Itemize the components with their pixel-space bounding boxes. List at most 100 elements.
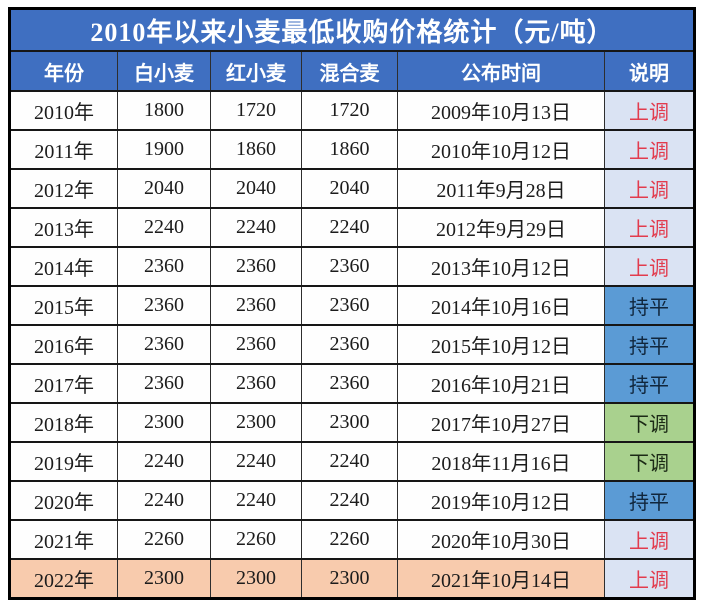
red-wheat-cell: 2240 bbox=[210, 480, 302, 520]
white-wheat-cell: 2360 bbox=[117, 246, 211, 286]
mixed-wheat-cell: 2240 bbox=[301, 480, 398, 520]
white-wheat-cell: 2360 bbox=[117, 363, 211, 403]
note-cell: 上调 bbox=[603, 558, 695, 599]
mixed-wheat-cell: 2260 bbox=[301, 519, 398, 559]
publish-date-cell: 2016年10月21日 bbox=[397, 363, 605, 403]
column-header-white-wheat: 白小麦 bbox=[117, 50, 211, 91]
white-wheat-cell: 2040 bbox=[117, 168, 211, 208]
publish-date-cell: 2017年10月27日 bbox=[397, 402, 605, 442]
table-row: 2012年 2040 2040 2040 2011年9月28日 上调 bbox=[9, 168, 695, 208]
red-wheat-cell: 2360 bbox=[210, 363, 302, 403]
year-cell: 2010年 bbox=[9, 90, 118, 130]
publish-date-cell: 2021年10月14日 bbox=[397, 558, 605, 599]
mixed-wheat-cell: 2240 bbox=[301, 441, 398, 481]
year-cell: 2017年 bbox=[9, 363, 118, 403]
white-wheat-cell: 1900 bbox=[117, 129, 211, 169]
year-cell: 2012年 bbox=[9, 168, 118, 208]
year-cell: 2022年 bbox=[9, 558, 118, 599]
mixed-wheat-cell: 2040 bbox=[301, 168, 398, 208]
red-wheat-cell: 2040 bbox=[210, 168, 302, 208]
column-header-red-wheat: 红小麦 bbox=[210, 50, 302, 91]
red-wheat-cell: 2300 bbox=[210, 558, 302, 599]
note-cell: 下调 bbox=[603, 441, 695, 481]
mixed-wheat-cell: 1860 bbox=[301, 129, 398, 169]
table-row: 2013年 2240 2240 2240 2012年9月29日 上调 bbox=[9, 207, 695, 247]
white-wheat-cell: 2360 bbox=[117, 285, 211, 325]
mixed-wheat-cell: 1720 bbox=[301, 90, 398, 130]
red-wheat-cell: 2240 bbox=[210, 207, 302, 247]
table-row: 2022年 2300 2300 2300 2021年10月14日 上调 bbox=[9, 558, 695, 599]
publish-date-cell: 2010年10月12日 bbox=[397, 129, 605, 169]
white-wheat-cell: 2260 bbox=[117, 519, 211, 559]
year-cell: 2014年 bbox=[9, 246, 118, 286]
year-cell: 2018年 bbox=[9, 402, 118, 442]
column-header-note: 说明 bbox=[603, 50, 695, 91]
year-cell: 2013年 bbox=[9, 207, 118, 247]
note-cell: 上调 bbox=[603, 207, 695, 247]
red-wheat-cell: 2360 bbox=[210, 285, 302, 325]
red-wheat-cell: 2260 bbox=[210, 519, 302, 559]
mixed-wheat-cell: 2240 bbox=[301, 207, 398, 247]
white-wheat-cell: 2240 bbox=[117, 441, 211, 481]
table-row: 2017年 2360 2360 2360 2016年10月21日 持平 bbox=[9, 363, 695, 403]
mixed-wheat-cell: 2300 bbox=[301, 402, 398, 442]
note-cell: 持平 bbox=[603, 363, 695, 403]
price-statistics-table: 2010年以来小麦最低收购价格统计（元/吨） 年份 白小麦 红小麦 混合麦 公布… bbox=[8, 7, 697, 600]
table-row: 2020年 2240 2240 2240 2019年10月12日 持平 bbox=[9, 480, 695, 520]
white-wheat-cell: 2240 bbox=[117, 480, 211, 520]
red-wheat-cell: 1860 bbox=[210, 129, 302, 169]
publish-date-cell: 2011年9月28日 bbox=[397, 168, 605, 208]
note-cell: 上调 bbox=[603, 168, 695, 208]
year-cell: 2015年 bbox=[9, 285, 118, 325]
note-cell: 下调 bbox=[603, 402, 695, 442]
year-cell: 2020年 bbox=[9, 480, 118, 520]
red-wheat-cell: 2360 bbox=[210, 246, 302, 286]
publish-date-cell: 2014年10月16日 bbox=[397, 285, 605, 325]
publish-date-cell: 2019年10月12日 bbox=[397, 480, 605, 520]
publish-date-cell: 2009年10月13日 bbox=[397, 90, 605, 130]
table-title-row: 2010年以来小麦最低收购价格统计（元/吨） bbox=[8, 7, 695, 51]
note-cell: 上调 bbox=[603, 519, 695, 559]
column-header-mixed-wheat: 混合麦 bbox=[301, 50, 398, 91]
table-row: 2014年 2360 2360 2360 2013年10月12日 上调 bbox=[9, 246, 695, 286]
mixed-wheat-cell: 2300 bbox=[301, 558, 398, 599]
table-row: 2015年 2360 2360 2360 2014年10月16日 持平 bbox=[9, 285, 695, 325]
year-cell: 2016年 bbox=[9, 324, 118, 364]
mixed-wheat-cell: 2360 bbox=[301, 246, 398, 286]
red-wheat-cell: 2240 bbox=[210, 441, 302, 481]
wheat-price-table: 2010年以来小麦最低收购价格统计（元/吨） 年份 白小麦 红小麦 混合麦 公布… bbox=[8, 7, 697, 600]
mixed-wheat-cell: 2360 bbox=[301, 324, 398, 364]
year-cell: 2021年 bbox=[9, 519, 118, 559]
table-body: 2010年 1800 1720 1720 2009年10月13日 上调 2011… bbox=[9, 90, 695, 599]
table-row: 2011年 1900 1860 1860 2010年10月12日 上调 bbox=[9, 129, 695, 169]
publish-date-cell: 2012年9月29日 bbox=[397, 207, 605, 247]
white-wheat-cell: 2300 bbox=[117, 558, 211, 599]
table-row: 2021年 2260 2260 2260 2020年10月30日 上调 bbox=[9, 519, 695, 559]
table-row: 2010年 1800 1720 1720 2009年10月13日 上调 bbox=[9, 90, 695, 130]
note-cell: 持平 bbox=[603, 285, 695, 325]
note-cell: 持平 bbox=[603, 324, 695, 364]
white-wheat-cell: 2300 bbox=[117, 402, 211, 442]
note-cell: 上调 bbox=[603, 90, 695, 130]
column-header-publish-date: 公布时间 bbox=[397, 50, 605, 91]
publish-date-cell: 2013年10月12日 bbox=[397, 246, 605, 286]
mixed-wheat-cell: 2360 bbox=[301, 285, 398, 325]
table-title: 2010年以来小麦最低收购价格统计（元/吨） bbox=[8, 7, 695, 51]
publish-date-cell: 2018年11月16日 bbox=[397, 441, 605, 481]
note-cell: 持平 bbox=[603, 480, 695, 520]
white-wheat-cell: 2360 bbox=[117, 324, 211, 364]
red-wheat-cell: 1720 bbox=[210, 90, 302, 130]
publish-date-cell: 2020年10月30日 bbox=[397, 519, 605, 559]
year-cell: 2019年 bbox=[9, 441, 118, 481]
publish-date-cell: 2015年10月12日 bbox=[397, 324, 605, 364]
table-header-row: 年份 白小麦 红小麦 混合麦 公布时间 说明 bbox=[9, 50, 695, 91]
note-cell: 上调 bbox=[603, 246, 695, 286]
mixed-wheat-cell: 2360 bbox=[301, 363, 398, 403]
white-wheat-cell: 2240 bbox=[117, 207, 211, 247]
red-wheat-cell: 2360 bbox=[210, 324, 302, 364]
column-header-year: 年份 bbox=[9, 50, 118, 91]
red-wheat-cell: 2300 bbox=[210, 402, 302, 442]
note-cell: 上调 bbox=[603, 129, 695, 169]
table-row: 2019年 2240 2240 2240 2018年11月16日 下调 bbox=[9, 441, 695, 481]
table-row: 2018年 2300 2300 2300 2017年10月27日 下调 bbox=[9, 402, 695, 442]
